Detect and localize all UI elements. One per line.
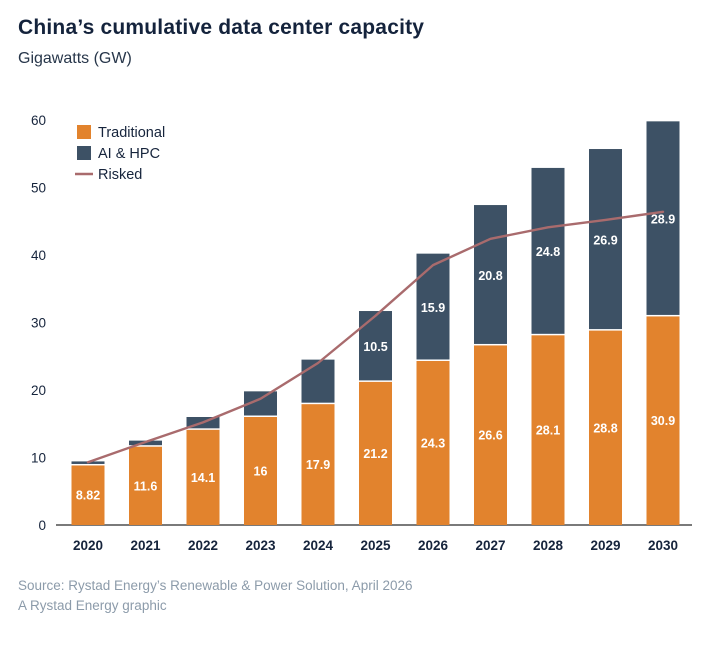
- chart-subtitle: Gigawatts (GW): [18, 50, 132, 67]
- bar-label-traditional: 8.82: [76, 489, 100, 503]
- x-axis-tick-label: 2021: [130, 538, 161, 553]
- bar-traditional-2022: [186, 429, 220, 525]
- chart-title: China’s cumulative data center capacity: [18, 16, 425, 39]
- bar-ai-hpc-2029: [589, 149, 622, 330]
- chart-header: China’s cumulative data center capacity …: [0, 0, 702, 68]
- bar-traditional-2021: [129, 446, 162, 525]
- legend-label: AI & HPC: [98, 146, 160, 162]
- bar-traditional-2024: [301, 404, 335, 525]
- bar-label-traditional: 17.9: [306, 458, 330, 472]
- bar-label-ai-hpc: 28.9: [651, 212, 675, 226]
- bar-label-traditional: 24.3: [421, 436, 445, 450]
- bar-label-ai-hpc: 10.5: [363, 340, 387, 354]
- y-axis-tick-label: 40: [31, 248, 46, 263]
- bar-traditional-2023: [244, 417, 277, 525]
- legend-label: Traditional: [98, 125, 165, 141]
- chart-footer: Source: Rystad Energy’s Renewable & Powe…: [0, 576, 702, 615]
- x-axis-tick-label: 2027: [475, 538, 505, 553]
- x-axis-tick-label: 2023: [245, 538, 276, 553]
- bar-traditional-2027: [474, 345, 507, 525]
- y-axis-tick-label: 30: [31, 316, 46, 331]
- credit-line: A Rystad Energy graphic: [18, 597, 167, 613]
- source-line: Source: Rystad Energy’s Renewable & Powe…: [18, 578, 413, 593]
- x-axis-tick-label: 2030: [648, 538, 678, 553]
- bar-label-traditional: 11.6: [134, 479, 158, 493]
- x-axis-tick-label: 2020: [73, 538, 103, 553]
- x-axis-tick-label: 2025: [360, 538, 391, 553]
- bar-label-traditional: 14.1: [191, 471, 215, 485]
- legend-swatch-ai-hpc: [77, 146, 91, 160]
- bar-label-ai-hpc: 24.8: [536, 245, 560, 259]
- bar-traditional-2028: [531, 335, 565, 525]
- bar-label-traditional: 28.1: [536, 424, 560, 438]
- bar-ai-hpc-2025: [359, 311, 392, 381]
- bar-traditional-2025: [359, 381, 392, 525]
- capacity-stacked-bar-chart: 01020304050608.82202011.6202114.12022162…: [31, 113, 692, 553]
- bar-ai-hpc-2026: [416, 253, 450, 360]
- bar-label-traditional: 21.2: [363, 447, 387, 461]
- bar-ai-hpc-2028: [531, 167, 565, 334]
- x-axis-tick-label: 2022: [188, 538, 218, 553]
- bar-label-ai-hpc: 15.9: [421, 301, 445, 315]
- y-axis-tick-label: 50: [31, 181, 46, 196]
- x-axis-tick-label: 2029: [590, 538, 620, 553]
- legend-swatch-traditional: [77, 125, 91, 139]
- bar-label-traditional: 16: [254, 465, 268, 479]
- y-axis-tick-label: 10: [31, 451, 46, 466]
- bar-label-traditional: 26.6: [478, 429, 502, 443]
- x-axis-tick-label: 2024: [303, 538, 334, 553]
- bar-traditional-2020: [71, 465, 105, 525]
- risked-line: [86, 210, 665, 464]
- legend-label: Risked: [98, 167, 142, 183]
- bar-ai-hpc-2027: [474, 205, 507, 344]
- bar-ai-hpc-2024: [301, 359, 335, 403]
- y-axis-tick-label: 60: [31, 113, 46, 128]
- bar-label-ai-hpc: 26.9: [593, 233, 617, 247]
- bar-ai-hpc-2030: [646, 121, 680, 315]
- bar-traditional-2029: [589, 330, 622, 525]
- y-axis-tick-label: 20: [31, 383, 46, 398]
- bar-traditional-2026: [416, 360, 450, 525]
- bar-label-traditional: 28.8: [593, 421, 617, 435]
- y-axis-tick-label: 0: [38, 518, 46, 533]
- bar-traditional-2030: [646, 316, 680, 525]
- x-axis-tick-label: 2026: [418, 538, 449, 553]
- x-axis-tick-label: 2028: [533, 538, 564, 553]
- bar-label-traditional: 30.9: [651, 414, 675, 428]
- bar-label-ai-hpc: 20.8: [478, 269, 502, 283]
